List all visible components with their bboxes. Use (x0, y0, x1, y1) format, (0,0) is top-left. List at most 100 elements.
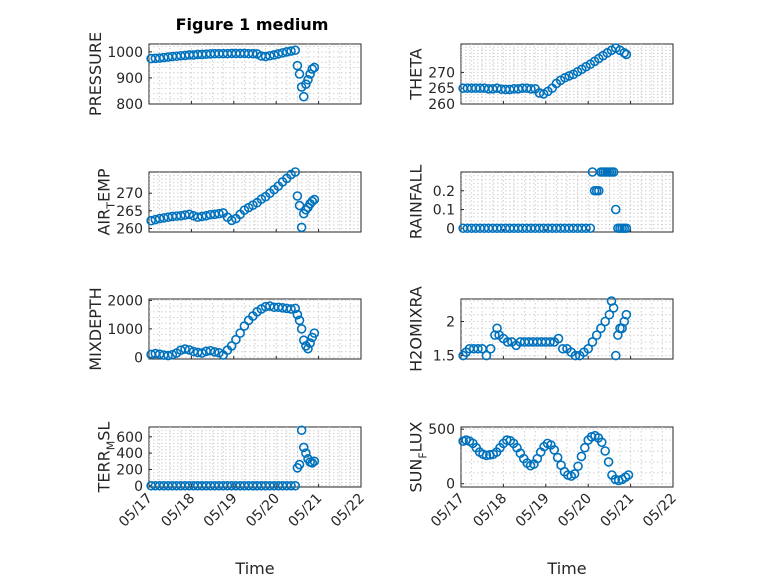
data-point (273, 49, 284, 59)
data-point (608, 167, 619, 177)
data-point (209, 347, 220, 357)
data-point (596, 323, 606, 334)
figure-title: Figure 1 medium (176, 15, 329, 34)
data-point (294, 69, 305, 79)
data-point (305, 338, 315, 348)
y-tick-label: 1.5 (433, 349, 455, 365)
data-point (235, 328, 245, 338)
data-point (619, 48, 630, 58)
data-point (573, 461, 583, 472)
x-tick-label: 05/17 (428, 491, 468, 531)
data-point (231, 334, 241, 345)
data-point (292, 60, 303, 71)
y-tick-label: 900 (116, 71, 143, 87)
y-tick-label: 1000 (107, 45, 143, 61)
data-point (163, 350, 173, 361)
data-point (481, 350, 492, 361)
x-tick-label: 05/20 (555, 491, 595, 531)
data-point (569, 469, 580, 479)
data-point (576, 451, 587, 462)
x-tick-label: 05/19 (513, 491, 553, 531)
data-point (485, 343, 496, 354)
data-point (309, 62, 320, 73)
data-point (290, 45, 301, 56)
y-axis-label: PRESSURE (86, 32, 105, 116)
subplot-h2omixra: 1.5 2 H2OMIXRA (407, 286, 674, 372)
data-point (481, 450, 492, 461)
data-point (557, 343, 568, 354)
y-axis-label: THETA (407, 48, 426, 100)
data-point (604, 309, 615, 320)
x-tick-label: 05/21 (598, 491, 638, 531)
data-point (564, 71, 574, 81)
data-point (307, 196, 318, 207)
data-point (290, 303, 301, 314)
y-axis-label: TERRMSL (95, 422, 118, 494)
data-point (167, 349, 178, 360)
y-tick-label: 270 (428, 65, 455, 81)
x-tick-label: 05/22 (640, 491, 680, 531)
y-tick-label: 0.1 (433, 203, 455, 219)
data-point (226, 341, 237, 351)
data-point (150, 214, 161, 225)
data-point (290, 167, 301, 177)
y-tick-label: 265 (116, 204, 143, 220)
y-tick-label: 0 (446, 477, 455, 493)
data-point (309, 194, 320, 205)
data-point (593, 185, 604, 196)
data-point (549, 445, 560, 455)
x-tick-label: 05/19 (201, 491, 241, 531)
data-point (610, 204, 621, 215)
data-point (296, 222, 307, 233)
y-tick-label: 500 (428, 422, 455, 438)
data-point (298, 442, 309, 453)
data-point (621, 223, 632, 234)
data-point (526, 84, 536, 94)
data-point (600, 446, 610, 456)
data-point (552, 452, 563, 463)
data-point (180, 344, 190, 354)
data-point (146, 215, 156, 226)
y-tick-label: 270 (116, 186, 143, 202)
data-point (277, 48, 288, 58)
y-tick-label: 2 (446, 315, 455, 331)
data-point (621, 49, 632, 60)
y-axis-label: AIRTEMP (95, 168, 118, 235)
data-point (214, 208, 224, 219)
data-point (553, 333, 564, 344)
data-point (610, 350, 621, 361)
data-point (596, 437, 607, 448)
y-tick-label: 1000 (107, 322, 143, 338)
data-point (197, 348, 207, 358)
data-point (296, 425, 307, 436)
y-tick-label: 260 (116, 221, 143, 237)
data-point (296, 324, 307, 334)
data-point (603, 457, 614, 467)
y-tick-label: 400 (116, 446, 143, 462)
data-point (581, 223, 591, 234)
y-tick-label: 800 (116, 97, 143, 113)
x-tick-label: 05/18 (158, 491, 198, 531)
data-point (298, 91, 309, 102)
data-point (502, 337, 513, 347)
data-point (197, 211, 207, 222)
data-point (184, 209, 195, 220)
data-point (184, 345, 195, 355)
data-point (473, 343, 483, 354)
data-point (587, 337, 598, 347)
y-tick-label: 2000 (107, 293, 143, 309)
data-point (583, 343, 594, 354)
x-tick-label: 05/22 (328, 491, 368, 531)
y-tick-label: 0 (446, 221, 455, 237)
x-tick-label: 05/21 (286, 491, 326, 531)
y-tick-label: 0.2 (433, 184, 455, 200)
data-point (292, 191, 303, 201)
data-point (309, 328, 320, 338)
y-tick-label: 600 (116, 430, 143, 446)
y-axis-label: MIXDEPTH (86, 287, 105, 370)
